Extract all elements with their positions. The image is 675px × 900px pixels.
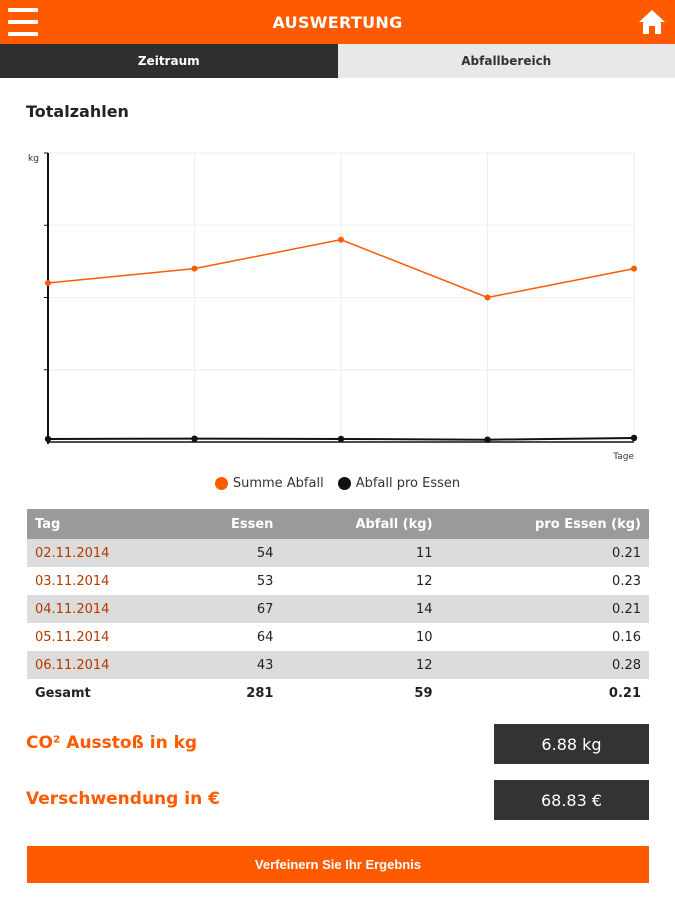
cell-pro-essen: 0.23 [440, 567, 649, 595]
column-header-pro-essen: pro Essen (kg) [440, 509, 649, 539]
cell-total-abfall: 59 [281, 679, 441, 707]
tab-abfallbereich[interactable]: Abfallbereich [337, 44, 675, 78]
menu-bar [8, 8, 38, 12]
cell-pro-essen: 0.16 [440, 623, 649, 651]
cell-date: 04.11.2014 [27, 595, 182, 623]
chart-legend: Summe Abfall Abfall pro Essen [0, 476, 675, 491]
cell-essen: 67 [181, 595, 282, 623]
app-header: AUSWERTUNG [0, 0, 675, 44]
line-chart: kg Tage [28, 152, 638, 462]
cell-pro-essen: 0.21 [440, 539, 649, 567]
cell-date: 05.11.2014 [27, 623, 182, 651]
table-row[interactable]: 02.11.2014 54 11 0.21 [27, 539, 649, 567]
hamburger-menu-icon[interactable] [8, 8, 38, 36]
legend-dot-black [337, 477, 351, 490]
table-row[interactable]: 05.11.2014 64 10 0.16 [27, 623, 649, 651]
results-table: Tag Essen Abfall (kg) pro Essen (kg) 02.… [27, 509, 649, 707]
column-header-abfall: Abfall (kg) [281, 509, 441, 539]
waste-cost-label: Verschwendung in € [26, 789, 220, 809]
cell-total-essen: 281 [181, 679, 282, 707]
cell-total-pro-essen: 0.21 [440, 679, 649, 707]
tab-bar: Zeitraum Abfallbereich [0, 44, 675, 78]
table-row[interactable]: 03.11.2014 53 12 0.23 [27, 567, 649, 595]
co2-label: CO² Ausstoß in kg [26, 733, 198, 753]
x-axis-label: Tage [612, 452, 634, 462]
tab-zeitraum[interactable]: Zeitraum [0, 44, 338, 78]
data-point [484, 294, 491, 301]
y-axis-label: kg [28, 154, 39, 164]
cell-abfall: 11 [281, 539, 441, 567]
legend-label: Abfall pro Essen [355, 476, 461, 491]
cell-pro-essen: 0.28 [440, 651, 649, 679]
waste-cost-value: 68.83 € [494, 780, 649, 820]
refine-result-button[interactable]: Verfeinern Sie Ihr Ergebnis [27, 846, 649, 883]
cell-essen: 64 [181, 623, 282, 651]
co2-value: 6.88 kg [494, 724, 649, 764]
legend-item-summe-abfall: Summe Abfall [214, 476, 324, 491]
legend-dot-orange [214, 477, 228, 490]
data-point [631, 265, 637, 272]
cell-essen: 54 [181, 539, 282, 567]
legend-item-abfall-pro-essen: Abfall pro Essen [337, 476, 461, 491]
data-point [191, 435, 198, 442]
cell-essen: 53 [181, 567, 282, 595]
cell-pro-essen: 0.21 [440, 595, 649, 623]
menu-bar [8, 20, 38, 24]
cell-abfall: 12 [281, 651, 441, 679]
data-point [338, 236, 344, 243]
cell-abfall: 12 [281, 567, 441, 595]
cell-abfall: 14 [281, 595, 441, 623]
data-point [630, 434, 638, 442]
data-point [45, 280, 51, 287]
cell-date: 03.11.2014 [27, 567, 182, 595]
cell-date: 06.11.2014 [27, 651, 182, 679]
cell-total-label: Gesamt [27, 679, 182, 707]
cell-date: 02.11.2014 [27, 539, 182, 567]
column-header-essen: Essen [181, 509, 282, 539]
menu-bar [8, 32, 38, 36]
data-point [44, 435, 52, 443]
table-total-row: Gesamt 281 59 0.21 [27, 679, 649, 707]
page-title: AUSWERTUNG [272, 12, 403, 32]
cell-essen: 43 [181, 651, 282, 679]
table-row[interactable]: 04.11.2014 67 14 0.21 [27, 595, 649, 623]
data-point [191, 265, 198, 272]
cell-abfall: 10 [281, 623, 441, 651]
legend-label: Summe Abfall [232, 476, 324, 491]
data-point [484, 436, 491, 443]
section-title: Totalzahlen [26, 102, 129, 121]
data-point [337, 435, 345, 443]
table-header-row: Tag Essen Abfall (kg) pro Essen (kg) [27, 509, 649, 539]
column-header-tag: Tag [27, 509, 182, 539]
table-row[interactable]: 06.11.2014 43 12 0.28 [27, 651, 649, 679]
home-icon[interactable] [637, 7, 667, 37]
